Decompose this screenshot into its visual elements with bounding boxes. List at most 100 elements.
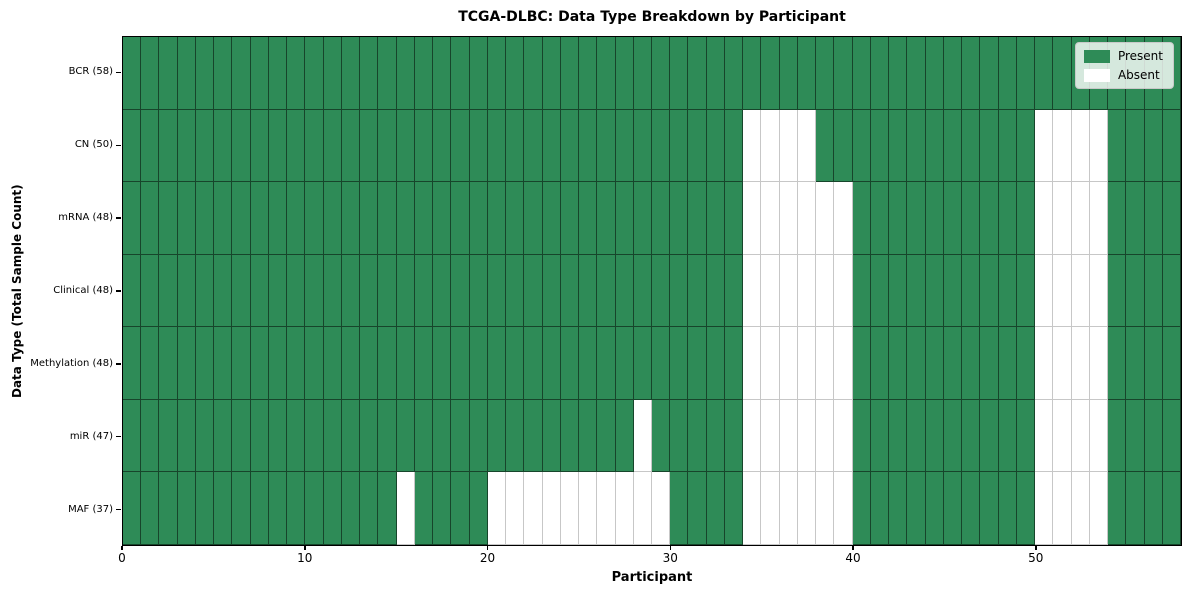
cell-present <box>651 254 671 328</box>
y-tick-mark <box>116 71 121 74</box>
cell-present <box>433 109 452 183</box>
legend: Present Absent <box>1074 42 1174 89</box>
cell-absent <box>1035 254 1054 328</box>
cell-present <box>980 254 999 328</box>
cell-absent <box>1053 182 1072 255</box>
cell-present <box>524 399 543 473</box>
cell-present <box>1126 399 1145 473</box>
y-tick-mark <box>116 508 121 511</box>
cell-present <box>341 399 361 473</box>
cell-absent <box>1071 399 1090 473</box>
cell-present <box>724 37 744 110</box>
x-tick-mark <box>852 546 854 550</box>
cell-present <box>159 37 178 110</box>
cell-present <box>1162 472 1181 545</box>
cell-present <box>688 399 707 473</box>
cell-present <box>487 327 507 400</box>
cell-present <box>214 327 233 400</box>
cell-present <box>688 37 707 110</box>
cell-present <box>360 182 379 255</box>
cell-present <box>925 37 944 110</box>
cell-present <box>323 182 342 255</box>
cell-absent <box>797 399 817 473</box>
cell-absent <box>1053 327 1072 400</box>
cell-present <box>268 109 288 183</box>
cell-absent <box>1089 109 1109 183</box>
cell-present <box>287 109 306 183</box>
cell-present <box>797 37 817 110</box>
cell-present <box>469 182 488 255</box>
cell-present <box>779 37 798 110</box>
cell-present <box>250 182 269 255</box>
cell-present <box>870 472 890 545</box>
cell-present <box>633 254 652 328</box>
x-tick-mark <box>669 546 672 550</box>
cell-present <box>451 472 470 545</box>
cell-present <box>268 399 288 473</box>
cell-present <box>907 472 926 545</box>
cell-present <box>724 109 744 183</box>
cell-present <box>706 109 725 183</box>
cell-present <box>1126 327 1145 400</box>
cell-present <box>542 399 561 473</box>
cell-present <box>542 109 561 183</box>
cell-present <box>560 37 580 110</box>
x-tick-mark <box>1035 546 1037 550</box>
cell-present <box>998 182 1017 255</box>
cell-present <box>250 472 269 545</box>
legend-item-present: Present <box>1083 49 1163 63</box>
cell-present <box>451 327 470 400</box>
cell-present <box>469 472 488 545</box>
cell-present <box>159 327 178 400</box>
cell-present <box>560 254 580 328</box>
cell-absent <box>779 472 798 545</box>
cell-absent <box>743 327 762 400</box>
cell-present <box>889 254 908 328</box>
cell-present <box>706 37 725 110</box>
cell-present <box>451 399 470 473</box>
cell-present <box>706 472 725 545</box>
cell-present <box>834 109 853 183</box>
cell-absent <box>1089 472 1109 545</box>
cell-absent <box>816 399 835 473</box>
cell-absent <box>743 399 762 473</box>
cell-present <box>852 399 871 473</box>
cell-present <box>670 254 689 328</box>
cell-absent <box>834 182 853 255</box>
y-tick-label: Methylation (48) <box>30 357 113 369</box>
cell-present <box>670 472 689 545</box>
y-tick-mark <box>116 290 121 292</box>
cell-present <box>889 37 908 110</box>
x-tick-label: 20 <box>479 551 496 565</box>
cell-present <box>1144 327 1163 400</box>
cell-present <box>414 254 434 328</box>
cell-present <box>1144 254 1163 328</box>
cell-present <box>141 327 160 400</box>
cell-present <box>889 182 908 255</box>
cell-present <box>651 327 671 400</box>
cell-present <box>651 399 671 473</box>
cell-absent <box>633 399 652 473</box>
cell-present <box>907 327 926 400</box>
cell-present <box>1144 399 1163 473</box>
cell-present <box>451 109 470 183</box>
cell-present <box>268 37 288 110</box>
cell-present <box>341 109 361 183</box>
cell-present <box>195 37 215 110</box>
cell-present <box>597 254 616 328</box>
cell-present <box>633 182 652 255</box>
cell-present <box>268 472 288 545</box>
x-tick-label: 10 <box>297 551 313 565</box>
cell-present <box>560 327 580 400</box>
cell-absent <box>761 109 780 183</box>
cell-present <box>214 109 233 183</box>
cell-present <box>852 182 871 255</box>
cell-present <box>670 182 689 255</box>
cell-present <box>907 182 926 255</box>
cell-present <box>141 472 160 545</box>
cell-absent <box>1053 472 1072 545</box>
cell-present <box>852 472 871 545</box>
cell-present <box>1162 109 1181 183</box>
cell-present <box>195 472 215 545</box>
cell-present <box>323 399 342 473</box>
